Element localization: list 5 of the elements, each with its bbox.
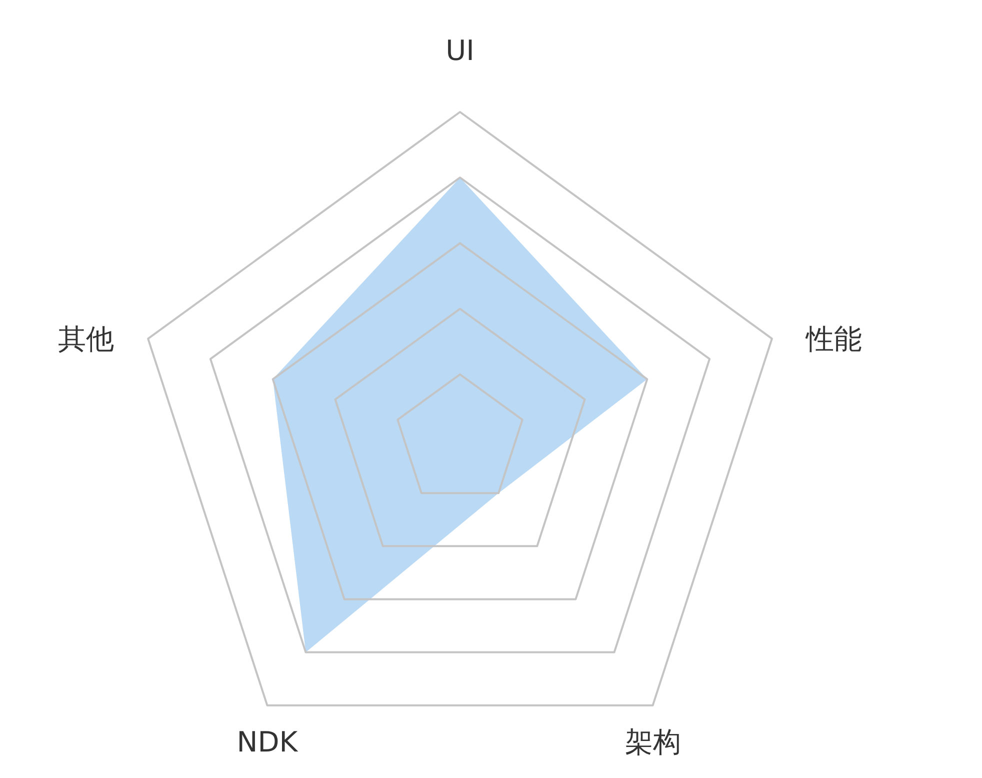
spoke-label: 架构 — [624, 725, 681, 758]
spoke-label: 其他 — [58, 322, 114, 356]
spoke-label: UI — [446, 34, 474, 67]
spoke-label: 性能 — [804, 322, 862, 356]
spoke-label: NDK — [236, 725, 298, 758]
